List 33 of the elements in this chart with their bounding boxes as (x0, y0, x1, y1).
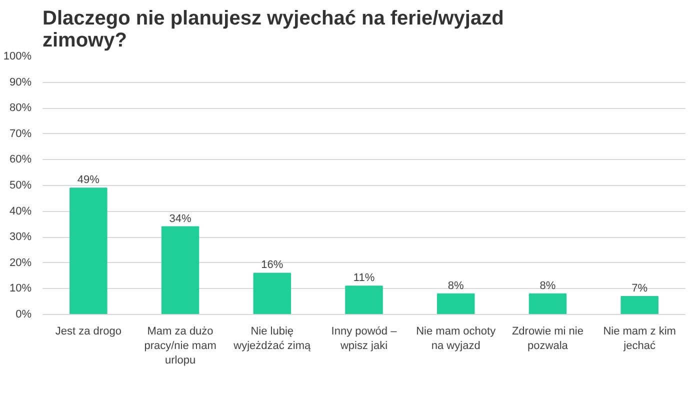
x-tick-label: Mam za dużo pracy/nie mam urlopu (144, 326, 216, 366)
bar (620, 296, 658, 314)
bar (528, 293, 567, 314)
y-tick-label: 90% (9, 76, 32, 88)
data-label: 8% (448, 280, 464, 292)
bar (345, 286, 383, 314)
y-tick-label: 30% (9, 231, 32, 244)
data-label: 7% (632, 282, 648, 294)
bar (253, 272, 292, 314)
y-tick-label: 70% (9, 128, 32, 140)
data-label: 11% (353, 272, 375, 284)
x-tick-label: Jest za drogo (55, 326, 122, 338)
data-label: 49% (77, 174, 100, 186)
bar (436, 293, 475, 314)
data-label: 16% (261, 259, 284, 272)
y-tick-label: 100% (3, 50, 32, 62)
chart-title: Dlaczego nie planujesz wyjechać na ferie/wyjazd zimowy? (42, 8, 504, 52)
x-tick-label: Zdrowie mi nie pozwala (512, 326, 584, 352)
y-tick-label: 20% (9, 256, 32, 269)
data-label: 34% (169, 212, 192, 225)
x-tick-label: Nie mam z kim jechać (603, 326, 676, 352)
y-tick-label: 10% (9, 282, 32, 295)
bar (70, 188, 108, 314)
y-tick-label: 0% (16, 308, 32, 320)
y-tick-label: 80% (9, 102, 32, 114)
x-tick-label: Nie lubię wyjeżdżać zimą (232, 326, 312, 352)
x-tick-label: Nie mam ochoty na wyjazd (416, 326, 496, 352)
y-tick-label: 40% (9, 205, 32, 218)
x-tick-label: Inny powód – wpisz jaki (331, 326, 398, 352)
y-tick-label: 50% (9, 180, 32, 192)
y-tick-label: 60% (9, 154, 32, 166)
data-label: 8% (540, 280, 556, 292)
bar (161, 226, 200, 314)
